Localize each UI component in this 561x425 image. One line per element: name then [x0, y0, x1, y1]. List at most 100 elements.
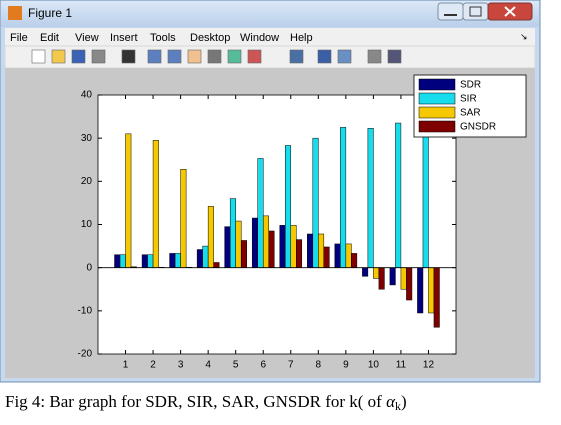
bar — [335, 244, 341, 268]
x-tick-label: 10 — [368, 360, 380, 371]
menu-item[interactable]: Insert — [110, 32, 138, 44]
maximize-button[interactable] — [463, 3, 488, 20]
minimize-button[interactable] — [438, 3, 463, 20]
tool-button[interactable] — [228, 50, 241, 63]
bar — [395, 123, 401, 268]
x-tick-label: 3 — [178, 360, 184, 371]
menu-item[interactable]: Desktop — [190, 32, 230, 44]
bar — [197, 250, 203, 268]
menu-item[interactable]: Edit — [40, 32, 59, 44]
bar — [126, 134, 132, 268]
menu: File Edit View Insert Tools Desktop Window Help — [10, 32, 313, 44]
bar — [208, 206, 214, 267]
bar — [434, 268, 440, 328]
bar — [340, 127, 346, 267]
bar — [225, 227, 231, 268]
caption-text: Fig 4: Bar graph for SDR, SIR, SAR, GNSD… — [5, 392, 386, 411]
bar — [263, 216, 269, 268]
legend-label: SDR — [460, 80, 481, 91]
tool-button[interactable] — [168, 50, 181, 63]
tool-button[interactable] — [72, 50, 85, 63]
bar — [115, 255, 121, 268]
bar — [230, 199, 236, 268]
caption: Fig 4: Bar graph for SDR, SIR, SAR, GNSD… — [5, 392, 407, 413]
bar — [373, 268, 379, 279]
plot-area — [98, 95, 456, 354]
y-tick-label: 0 — [86, 262, 92, 273]
bar — [428, 268, 434, 313]
bar — [417, 268, 423, 313]
bar — [120, 255, 126, 268]
bar — [313, 138, 319, 268]
menu-item[interactable]: View — [75, 32, 99, 44]
bar — [252, 218, 258, 268]
legend-label: SAR — [460, 108, 481, 119]
menu-item[interactable]: Help — [290, 32, 313, 44]
legend-label: SIR — [460, 94, 477, 105]
tool-button[interactable] — [122, 50, 135, 63]
tool-button[interactable] — [290, 50, 303, 63]
x-tick-label: 11 — [396, 360, 407, 371]
bar — [401, 268, 407, 290]
menu-item[interactable]: Window — [240, 32, 279, 44]
bar — [148, 255, 154, 268]
tool-button[interactable] — [368, 50, 381, 63]
tool-button[interactable] — [248, 50, 261, 63]
y-tick-label: 30 — [81, 133, 93, 144]
tool-button[interactable] — [188, 50, 201, 63]
menu-item[interactable]: Tools — [150, 32, 176, 44]
bar — [170, 253, 176, 267]
bar — [142, 255, 148, 268]
bar — [236, 221, 242, 268]
tool-button[interactable] — [318, 50, 331, 63]
dock-arrow[interactable]: ↘ — [520, 31, 528, 41]
bar — [175, 253, 181, 267]
tool-button[interactable] — [92, 50, 105, 63]
bar — [181, 169, 187, 267]
y-tick-label: 40 — [81, 90, 93, 101]
bar — [423, 121, 429, 268]
app-icon — [8, 6, 22, 20]
bar — [214, 262, 220, 267]
x-tick-label: 8 — [316, 360, 322, 371]
tool-button[interactable] — [32, 50, 45, 63]
tool-button[interactable] — [208, 50, 221, 63]
legend-swatch — [419, 121, 455, 132]
x-tick-label: 4 — [205, 360, 211, 371]
tool-button[interactable] — [52, 50, 65, 63]
legend-swatch — [419, 79, 455, 90]
x-tick-label: 7 — [288, 360, 294, 371]
x-tick-label: 12 — [423, 360, 435, 371]
tool-button[interactable] — [388, 50, 401, 63]
window-title: Figure 1 — [28, 6, 72, 20]
bar — [285, 146, 291, 268]
bar — [291, 225, 297, 267]
x-tick-label: 6 — [260, 360, 266, 371]
bar — [362, 268, 368, 277]
bar — [280, 225, 286, 267]
y-tick-label: -20 — [78, 349, 93, 360]
bar — [351, 253, 357, 267]
menu-item[interactable]: File — [10, 32, 28, 44]
bar — [203, 246, 209, 268]
bar — [406, 268, 412, 300]
caption-end: ) — [401, 392, 407, 411]
x-tick-label: 9 — [343, 360, 349, 371]
x-tick-label: 5 — [233, 360, 239, 371]
bar — [153, 140, 159, 267]
bar — [241, 240, 247, 267]
bar — [346, 244, 352, 268]
bar — [324, 247, 330, 268]
bar — [307, 234, 313, 268]
y-tick-label: 10 — [81, 219, 93, 230]
bar — [390, 268, 396, 285]
x-tick-label: 2 — [150, 360, 156, 371]
tool-button[interactable] — [148, 50, 161, 63]
legend-swatch — [419, 107, 455, 118]
tool-button[interactable] — [338, 50, 351, 63]
bar — [379, 268, 385, 290]
bar — [269, 231, 275, 268]
bar — [296, 240, 302, 268]
